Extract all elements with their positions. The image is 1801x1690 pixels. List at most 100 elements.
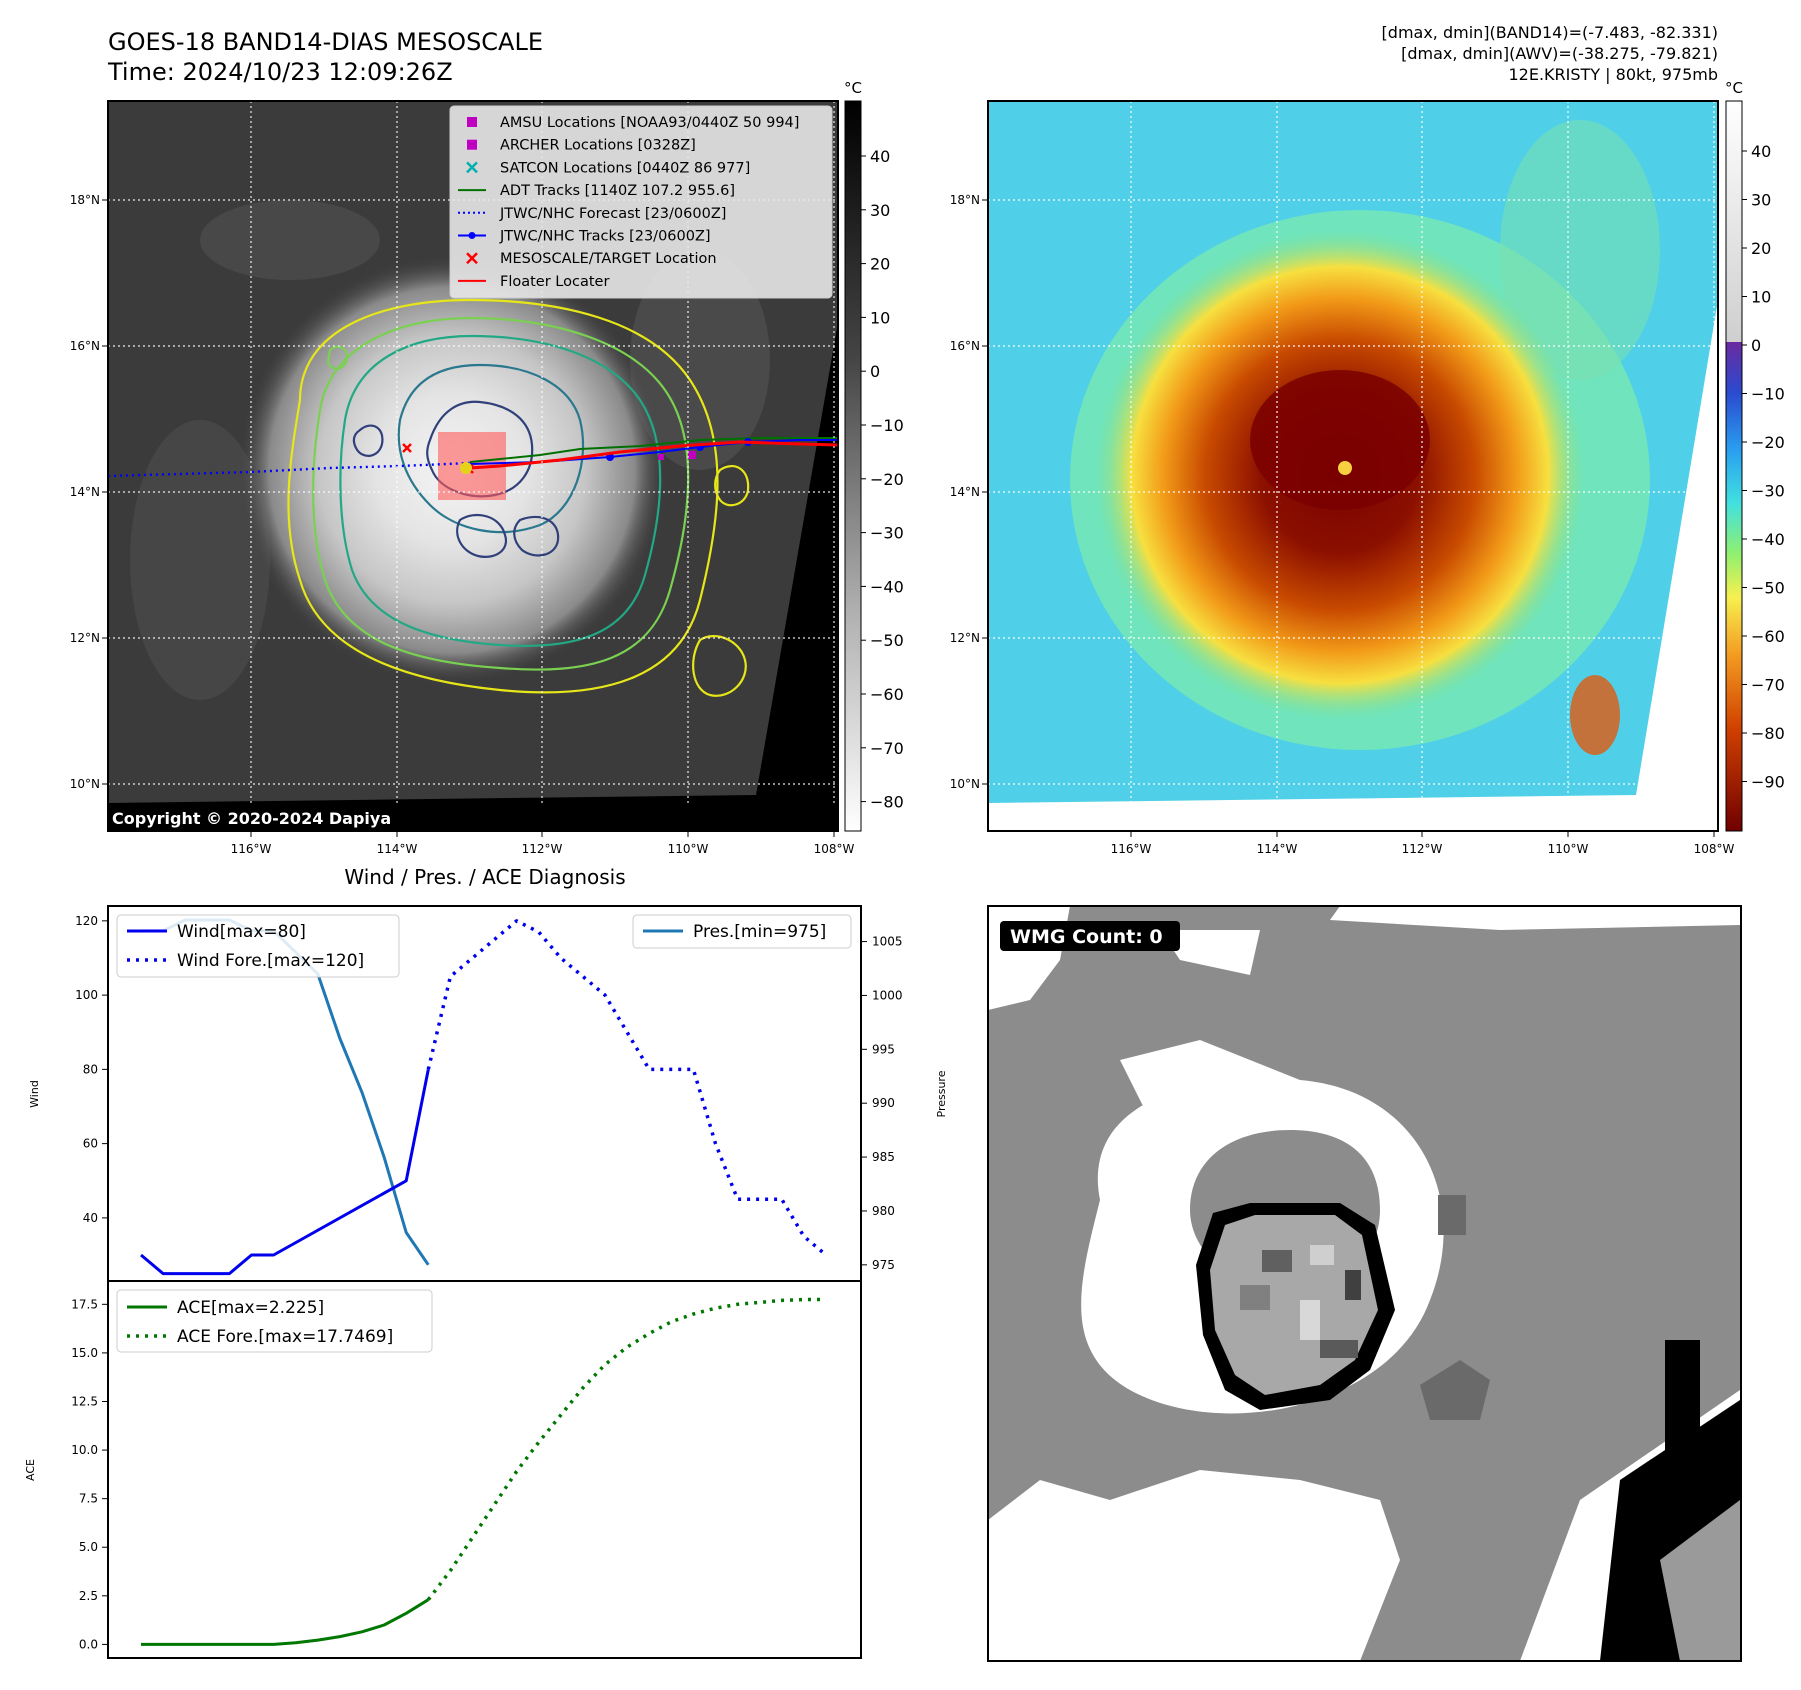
latitude-tick-label: 16°N xyxy=(950,339,980,353)
legend-dot-marker xyxy=(468,232,476,239)
colorbar-tick-label: −50 xyxy=(870,631,904,650)
storm-eye-marker xyxy=(460,462,472,474)
ace-legend-label: ACE[max=2.225] xyxy=(177,1298,324,1318)
longitude-tick-label: 108°W xyxy=(814,842,855,856)
grayscale-colorbar: °C 40 30 20 10 0 −10 −20 −30 −40 −50 −60 −70 −80 xyxy=(844,79,904,832)
latitude-tick-label: 16°N xyxy=(70,339,100,353)
legend-label: JTWC/NHC Tracks [23/0600Z] xyxy=(499,229,711,245)
colorbar-tick-label: 40 xyxy=(870,147,890,166)
copyright-label: Copyright © 2020-2024 Dapiya xyxy=(112,809,391,828)
legend-x-marker xyxy=(466,161,478,174)
y-tick-label: 120 xyxy=(75,914,98,928)
y-tick-label: 60 xyxy=(83,1137,98,1151)
y-tick-label: 5.0 xyxy=(79,1540,98,1554)
legend-entry: Floater Locater xyxy=(458,274,609,290)
colorbar-tick-label: 10 xyxy=(1751,288,1771,307)
ace-observed-line xyxy=(141,1598,430,1646)
colorbar-tick-label: −80 xyxy=(870,793,904,812)
y-tick-label: 0.0 xyxy=(79,1637,98,1651)
wind-forecast-legend-label: Wind Fore.[max=120] xyxy=(177,951,364,971)
legend-label: SATCON Locations [0440Z 86 977] xyxy=(500,160,750,176)
y-tick-label: 15.0 xyxy=(71,1346,98,1360)
colorbar-tick-label: −70 xyxy=(1751,676,1785,695)
legend-entry: MESOSCALE/TARGET Location xyxy=(466,251,717,267)
colorbar-tick-label: −30 xyxy=(870,524,904,543)
legend-entry: JTWC/NHC Tracks [23/0600Z] xyxy=(458,229,711,245)
ace-axis-label: ACE xyxy=(24,1459,37,1481)
y-tick-label: 975 xyxy=(872,1258,895,1272)
wind-forecast-line xyxy=(426,919,828,1257)
diagnosis-title: Wind / Pres. / ACE Diagnosis xyxy=(344,865,625,889)
gray-colorbar-unit: °C xyxy=(844,79,862,97)
pressure-legend: Pres.[min=975] xyxy=(632,914,852,949)
legend-label: Floater Locater xyxy=(500,274,609,290)
colorbar-tick-label: 40 xyxy=(1751,142,1771,161)
colorbar-tick-label: 20 xyxy=(870,255,890,274)
forecast-track-line xyxy=(108,461,471,478)
longitude-tick-label: 116°W xyxy=(231,842,272,856)
legend-label: ADT Tracks [1140Z 107.2 955.6] xyxy=(500,183,735,199)
colorbar-tick-label: −10 xyxy=(870,416,904,435)
wind-legend: Wind[max=80] Wind Fore.[max=120] xyxy=(116,914,400,978)
latitude-tick-label: 10°N xyxy=(70,777,100,791)
y-tick-label: 80 xyxy=(83,1062,98,1076)
colorbar-tick-label: 20 xyxy=(1751,239,1771,258)
legend-entry: ARCHER Locations [0328Z] xyxy=(467,138,696,154)
wind-observed-line xyxy=(140,1069,430,1276)
longitude-tick-label: 116°W xyxy=(1111,842,1152,856)
latitude-tick-label: 12°N xyxy=(70,631,100,645)
y-tick-label: 985 xyxy=(872,1150,895,1164)
legend-square-marker xyxy=(467,117,477,127)
y-tick-label: 990 xyxy=(872,1096,895,1110)
colorbar-tick-label: −90 xyxy=(1751,773,1785,792)
latitude-tick-label: 18°N xyxy=(950,193,980,207)
floater-locater-line xyxy=(469,440,838,470)
colorbar-tick-label: −80 xyxy=(1751,724,1785,743)
stats-awv: [dmax, dmin](AWV)=(-38.275, -79.821) xyxy=(1401,44,1718,63)
colorbar-tick-label: −20 xyxy=(870,470,904,489)
colorbar-tick-label: 0 xyxy=(1751,336,1761,355)
longitude-tick-label: 110°W xyxy=(1548,842,1589,856)
legend-label: JTWC/NHC Forecast [23/0600Z] xyxy=(499,206,726,222)
latitude-tick-label: 12°N xyxy=(950,631,980,645)
colorbar-tick-label: 0 xyxy=(870,362,880,381)
legend-square-marker xyxy=(467,139,477,150)
color-enhanced-ir-map xyxy=(987,100,1719,832)
latitude-tick-label: 14°N xyxy=(950,485,980,499)
storm-eye xyxy=(1338,461,1352,475)
longitude-tick-label: 112°W xyxy=(1402,842,1443,856)
ace-legend: ACE[max=2.225] ACE Fore.[max=17.7469] xyxy=(116,1289,433,1353)
legend-entry: SATCON Locations [0440Z 86 977] xyxy=(466,160,750,176)
figure-time: Time: 2024/10/23 12:09:26Z xyxy=(107,58,453,86)
wind-axis-label: Wind xyxy=(28,1080,41,1108)
y-tick-label: 40 xyxy=(83,1211,98,1225)
legend-entry: JTWC/NHC Forecast [23/0600Z] xyxy=(458,206,726,222)
y-tick-label: 7.5 xyxy=(79,1492,98,1506)
latitude-tick-label: 10°N xyxy=(950,777,980,791)
pressure-legend-label: Pres.[min=975] xyxy=(693,922,826,942)
colorbar-tick-label: −40 xyxy=(1751,530,1785,549)
longitude-tick-label: 108°W xyxy=(1694,842,1735,856)
y-tick-label: 17.5 xyxy=(71,1297,98,1311)
legend-x-marker xyxy=(466,252,478,265)
longitude-tick-label: 112°W xyxy=(522,842,563,856)
colorbar-tick-label: −50 xyxy=(1751,579,1785,598)
longitude-tick-label: 110°W xyxy=(668,842,709,856)
adt-track-line xyxy=(469,437,838,463)
colorbar-tick-label: −20 xyxy=(1751,433,1785,452)
legend-entry: AMSU Locations [NOAA93/0440Z 50 994] xyxy=(467,115,799,131)
legend-label: MESOSCALE/TARGET Location xyxy=(500,251,717,267)
y-tick-label: 1000 xyxy=(872,988,903,1002)
pressure-axis-label: Pressure xyxy=(935,1070,948,1117)
colorbar-tick-label: 10 xyxy=(870,308,890,327)
colorbar-tick-label: −10 xyxy=(1751,385,1785,404)
colorbar-tick-label: −60 xyxy=(1751,627,1785,646)
color-colorbar-unit: °C xyxy=(1725,79,1743,97)
wmg-count-label: WMG Count: 0 xyxy=(1010,926,1163,948)
colorbar-tick-label: −70 xyxy=(870,739,904,758)
color-colorbar: °C 40 30 20 10 0 −10 −20 −30 −40 −50 −60 −70 −80 −90 xyxy=(1725,79,1785,832)
y-tick-label: 12.5 xyxy=(71,1394,98,1408)
wmg-pixel-map: WMG Count: 0 xyxy=(987,905,1742,1662)
figure-title: GOES-18 BAND14-DIAS MESOSCALE xyxy=(108,28,543,56)
colorbar-tick-label: −30 xyxy=(1751,482,1785,501)
